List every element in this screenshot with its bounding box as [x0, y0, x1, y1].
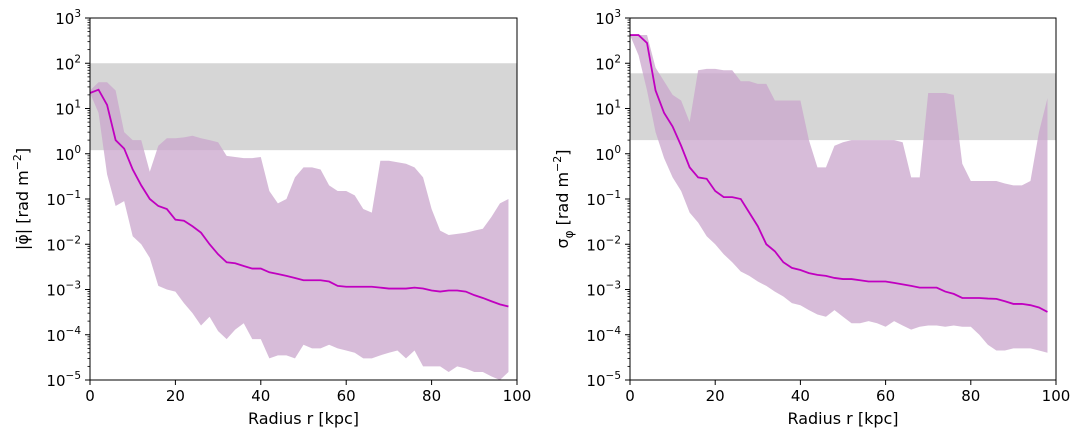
y-tick-base: 10 — [595, 10, 614, 28]
y-title-close: ] — [13, 148, 32, 154]
y-tick-exponent: 1 — [74, 99, 81, 111]
y-tick-base: 10 — [586, 191, 605, 209]
x-tick-label: 40 — [791, 387, 810, 405]
y-tick-exponent: 1 — [614, 99, 621, 111]
x-tick-label: 100 — [1042, 387, 1071, 405]
y-tick-base: 10 — [55, 101, 74, 119]
left-panel-phi-mean: 0 20 40 60 80 10010−510−410−310−210−110010110… — [11, 8, 531, 428]
x-tick-label: 20 — [166, 387, 185, 405]
y-tick-base: 10 — [55, 146, 74, 164]
y-tick-label: 10−1 — [46, 189, 81, 209]
y-tick-label: 100 — [595, 144, 621, 164]
x-tick-label: 80 — [961, 387, 980, 405]
y-title-close: ] — [553, 149, 572, 155]
plot-area — [630, 34, 1056, 353]
x-tick-label: 60 — [876, 387, 895, 405]
y-tick-label: 10−3 — [46, 280, 81, 300]
y-tick-exponent: 2 — [614, 53, 621, 65]
x-tick-label: 80 — [422, 387, 441, 405]
y-tick-base: 10 — [595, 55, 614, 73]
y-tick-base: 10 — [586, 236, 605, 254]
y-tick-exponent: −5 — [66, 370, 81, 382]
y-tick-base: 10 — [586, 327, 605, 345]
median-line — [90, 88, 509, 308]
y-axis-title: σφ [rad m−2] — [551, 149, 576, 248]
y-tick-label: 101 — [55, 99, 81, 119]
y-tick-exponent: −1 — [606, 189, 621, 201]
x-axis-title: Radius r [kpc] — [787, 409, 898, 428]
y-tick-base: 10 — [55, 10, 74, 28]
y-tick-exponent: 2 — [74, 53, 81, 65]
y-tick-exponent: −4 — [66, 325, 82, 337]
plot-area — [90, 63, 517, 380]
y-tick-exponent: −5 — [606, 370, 621, 382]
y-title-subscript: φ — [562, 230, 576, 238]
y-tick-label: 102 — [595, 53, 621, 73]
y-tick-base: 10 — [595, 146, 614, 164]
y-title-superscript: −2 — [11, 154, 24, 170]
y-tick-exponent: 3 — [74, 8, 81, 20]
y-tick-label: 10−2 — [46, 234, 81, 254]
y-tick-exponent: −1 — [66, 189, 81, 201]
spread-band — [630, 35, 1048, 353]
x-tick-label: 0 — [85, 387, 95, 405]
y-tick-base: 10 — [586, 282, 605, 300]
y-tick-label: 10−5 — [46, 370, 81, 390]
y-tick-base: 10 — [586, 372, 605, 390]
y-title-superscript: −2 — [551, 156, 564, 172]
y-tick-base: 10 — [595, 101, 614, 119]
y-tick-label: 103 — [595, 8, 621, 28]
y-tick-exponent: 0 — [614, 144, 621, 156]
reference-band — [90, 63, 517, 151]
x-tick-label: 40 — [251, 387, 270, 405]
y-tick-label: 101 — [595, 99, 621, 119]
y-tick-exponent: −3 — [606, 280, 621, 292]
y-tick-exponent: −3 — [66, 280, 81, 292]
y-tick-base: 10 — [46, 327, 65, 345]
y-axis-title: |φ̄| [rad m−2] — [11, 148, 32, 250]
y-title-main: σ — [553, 238, 572, 248]
y-tick-label: 10−4 — [586, 325, 621, 345]
y-tick-label: 10−5 — [586, 370, 621, 390]
y-tick-exponent: −2 — [606, 234, 621, 246]
x-tick-label: 0 — [625, 387, 635, 405]
x-axis-title: Radius r [kpc] — [248, 409, 359, 428]
x-tick-label: 20 — [706, 387, 725, 405]
y-tick-base: 10 — [46, 191, 65, 209]
y-tick-base: 10 — [46, 236, 65, 254]
y-title-main: |φ̄| [rad m — [13, 170, 32, 250]
y-tick-label: 10−4 — [46, 325, 81, 345]
y-tick-base: 10 — [46, 282, 65, 300]
y-tick-label: 10−2 — [586, 234, 621, 254]
y-tick-base: 10 — [55, 55, 74, 73]
y-tick-label: 10−1 — [586, 189, 621, 209]
y-tick-label: 102 — [55, 53, 81, 73]
y-tick-label: 100 — [55, 144, 81, 164]
right-panel-sigma-phi: 0 20 40 60 80 10010−510−410−310−210−110010110… — [551, 8, 1070, 428]
y-tick-label: 103 — [55, 8, 81, 28]
y-tick-exponent: 3 — [614, 8, 621, 20]
y-tick-label: 10−3 — [586, 280, 621, 300]
spread-band — [90, 82, 509, 380]
y-tick-exponent: 0 — [74, 144, 81, 156]
y-tick-base: 10 — [46, 372, 65, 390]
x-tick-label: 60 — [337, 387, 356, 405]
y-tick-exponent: −2 — [66, 234, 81, 246]
y-title-unit: [rad m — [553, 172, 572, 231]
x-tick-label: 100 — [503, 387, 532, 405]
y-tick-exponent: −4 — [606, 325, 622, 337]
median-line — [630, 34, 1048, 313]
